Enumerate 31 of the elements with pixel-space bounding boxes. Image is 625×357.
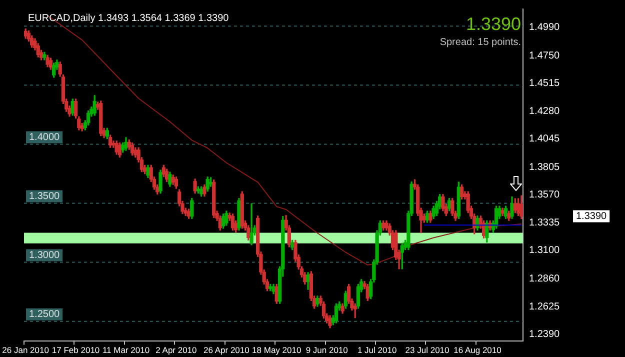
annotation: 1.3390 [466, 14, 521, 34]
ref-line-label: 1.2500 [29, 309, 60, 320]
y-tick-label: 1.4750 [529, 50, 560, 62]
ref-line-label: 1.3000 [29, 250, 60, 262]
x-tick-label: 18 May 2010 [252, 345, 302, 356]
y-tick-label: 1.4280 [529, 106, 560, 117]
x-tick-label: 11 Mar 2010 [102, 345, 150, 356]
y-tick-label: 1.4515 [529, 78, 560, 90]
x-tick-label: 23 Jul 2010 [405, 345, 450, 356]
annotation: Spread: 15 points. [440, 36, 521, 48]
y-tick-label: 1.3570 [529, 190, 560, 201]
x-tick-label: 17 Feb 2010 [52, 345, 100, 356]
ref-line-label: 1.4000 [29, 132, 60, 143]
y-tick-label: 1.3335 [529, 217, 560, 228]
x-tick-label: 26 Jan 2010 [2, 345, 50, 356]
y-tick-label: 1.2390 [529, 329, 560, 340]
y-tick-label: 1.3805 [529, 162, 560, 173]
x-tick-label: 9 Jun 2010 [306, 345, 348, 356]
candlestick [250, 203, 254, 246]
x-tick-label: 1 Jul 2010 [357, 345, 397, 356]
y-tick-label: 1.3100 [529, 245, 560, 256]
x-tick-label: 26 Apr 2010 [203, 345, 250, 356]
x-tick-label: 16 Aug 2010 [454, 345, 502, 356]
chart-title: EURCAD,Daily 1.3493 1.3564 1.3369 1.3390 [28, 12, 230, 24]
y-tick-label: 1.2860 [529, 274, 560, 285]
ref-line-label: 1.3500 [29, 190, 60, 202]
y-tick-label: 1.4990 [529, 22, 560, 34]
y-tick-label: 1.2625 [529, 301, 560, 312]
y-tick-label: 1.4045 [529, 134, 560, 145]
text: 1.3390 [576, 210, 608, 222]
x-tick-label: 2 Apr 2010 [156, 345, 198, 356]
